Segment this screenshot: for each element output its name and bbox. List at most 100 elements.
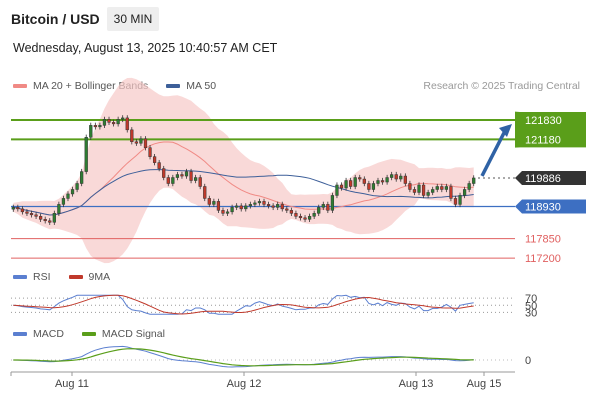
candle-body [230, 207, 234, 213]
candle-body [66, 193, 70, 199]
candle-body [303, 217, 307, 220]
candle-body [394, 174, 398, 180]
rsi-line [13, 294, 474, 315]
candle-body [61, 198, 66, 205]
macd-zero-label: 0 [525, 355, 531, 367]
candle-body [458, 195, 462, 205]
candle-body [285, 208, 289, 211]
rsi-ma-swatch [68, 275, 83, 279]
candle-body [248, 204, 252, 207]
candle [216, 198, 221, 214]
candle [376, 177, 380, 187]
candle-body [16, 207, 20, 210]
legend-ma50: MA 50 [166, 80, 216, 92]
candle-body [276, 204, 280, 208]
candle [157, 159, 161, 172]
candle [280, 201, 284, 212]
candle-body [11, 207, 15, 210]
candle [16, 204, 20, 212]
candle [353, 174, 357, 190]
candle-body [462, 189, 467, 196]
candle-body [212, 201, 216, 205]
candle [403, 173, 407, 187]
candle-body [152, 156, 157, 163]
candle-body [408, 183, 412, 190]
candle-body [289, 210, 293, 214]
candle [453, 195, 458, 208]
legend-macd-signal: MACD Signal [81, 328, 165, 340]
ma20-swatch [13, 84, 27, 88]
candle [412, 186, 417, 196]
candle [371, 180, 376, 193]
candle [52, 210, 56, 225]
candle-body [225, 211, 230, 214]
candle [472, 175, 476, 187]
bollinger-band-layer [13, 77, 474, 264]
candle-body [93, 125, 97, 128]
legend-rsi: RSI [13, 271, 51, 283]
candle-body [380, 180, 385, 183]
candle [266, 201, 271, 209]
candle-body [175, 174, 180, 178]
candle [61, 195, 66, 208]
candle [25, 209, 29, 217]
candle-body [426, 192, 430, 196]
candle [335, 182, 339, 199]
candle [431, 186, 435, 196]
candle-body [107, 119, 111, 123]
candle [34, 212, 38, 219]
rsi-ma-line [13, 294, 474, 315]
candle [184, 168, 189, 179]
candle-body [431, 189, 435, 193]
candle-body [472, 177, 476, 184]
candle-body [385, 177, 389, 183]
candle-body [89, 125, 93, 138]
candle-body [239, 205, 243, 210]
macd-signal-swatch [81, 332, 96, 336]
candle [330, 192, 335, 214]
candle [235, 203, 239, 211]
candle-body [335, 184, 339, 196]
rsi-level-label-70: 70 [525, 293, 537, 305]
candle-body [353, 177, 357, 187]
candle-body [294, 213, 298, 217]
candle [303, 215, 307, 222]
candle-body [139, 138, 143, 144]
rsi-swatch [13, 275, 27, 279]
candle-body [298, 216, 303, 219]
chart-header: Bitcoin / USD 30 MIN [0, 0, 590, 36]
research-credit: Research © 2025 Trading Central [423, 80, 580, 92]
candle-body [111, 122, 116, 125]
rsi-level-label-50: 50 [525, 300, 537, 312]
candle [326, 201, 330, 214]
last-price-tag-label: 119886 [525, 173, 561, 185]
candle-body [326, 204, 330, 211]
candle-body [75, 183, 79, 190]
candle-body [198, 177, 202, 187]
candle-body [34, 214, 38, 217]
interval-button[interactable]: 30 MIN [107, 7, 159, 31]
candle-body [349, 180, 353, 187]
candle [230, 204, 234, 215]
candle-body [121, 117, 125, 120]
x-tick-label-3: Aug 13 [399, 378, 434, 390]
candle-body [207, 198, 211, 205]
x-tick-label-2: Aug 12 [227, 378, 262, 390]
candle [143, 136, 148, 151]
candle-body [25, 211, 29, 214]
candle-body [80, 171, 84, 184]
candle [130, 127, 134, 145]
legend-rsi-ma: 9MA [68, 271, 110, 283]
candle [148, 145, 152, 160]
candle [349, 177, 353, 190]
candle [175, 171, 180, 181]
candle [162, 165, 166, 181]
candle [48, 218, 52, 225]
candle-body [307, 216, 312, 220]
candle [194, 174, 198, 184]
last-price-tag-box [515, 170, 586, 185]
candle-body [166, 177, 170, 184]
candle [253, 200, 257, 208]
candle [111, 119, 116, 127]
